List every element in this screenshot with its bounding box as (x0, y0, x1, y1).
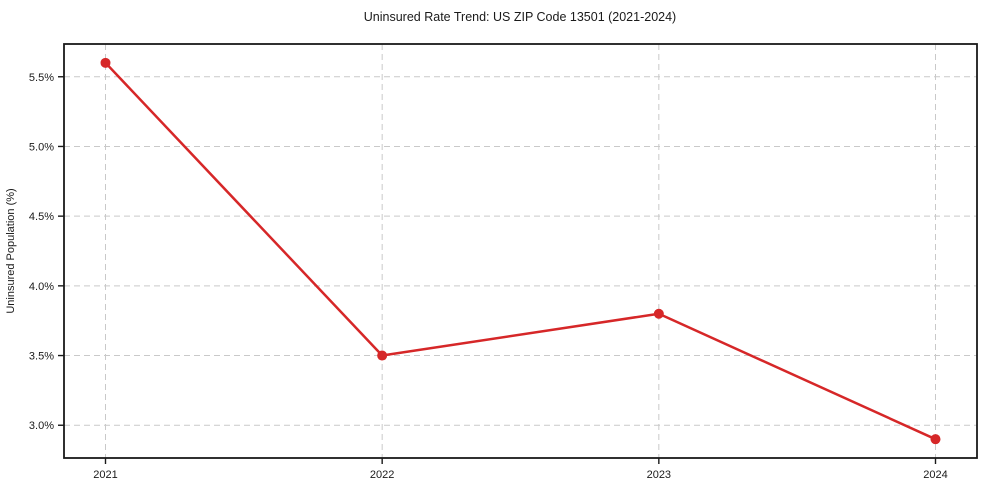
x-tick-label: 2022 (370, 469, 394, 481)
y-tick-label: 3.5% (29, 351, 54, 363)
y-tick-label: 3.0% (29, 420, 54, 432)
grid-layer (64, 44, 977, 458)
data-point-marker (653, 308, 664, 319)
plot-border (63, 43, 978, 459)
data-point-marker (930, 434, 941, 445)
chart-title: Uninsured Rate Trend: US ZIP Code 13501 … (364, 10, 676, 24)
x-tick-label: 2024 (923, 469, 947, 481)
y-axis-label: Uninsured Population (%) (5, 188, 17, 313)
y-tick-label: 5.0% (29, 141, 54, 153)
trend-line (104, 61, 937, 441)
series-layer (100, 57, 941, 445)
y-tick-label: 4.0% (29, 281, 54, 293)
x-tick-label: 2023 (647, 469, 671, 481)
y-tick-label: 5.5% (29, 72, 54, 84)
x-tick-label: 2021 (93, 469, 117, 481)
data-point-marker (100, 57, 111, 68)
axes-layer: 3.0% 3.5% 4.0% 4.5% 5.0% 5.5% 2021 2022 2023 2024 (29, 43, 978, 481)
data-point-marker (377, 350, 388, 361)
y-tick-label: 4.5% (29, 211, 54, 223)
